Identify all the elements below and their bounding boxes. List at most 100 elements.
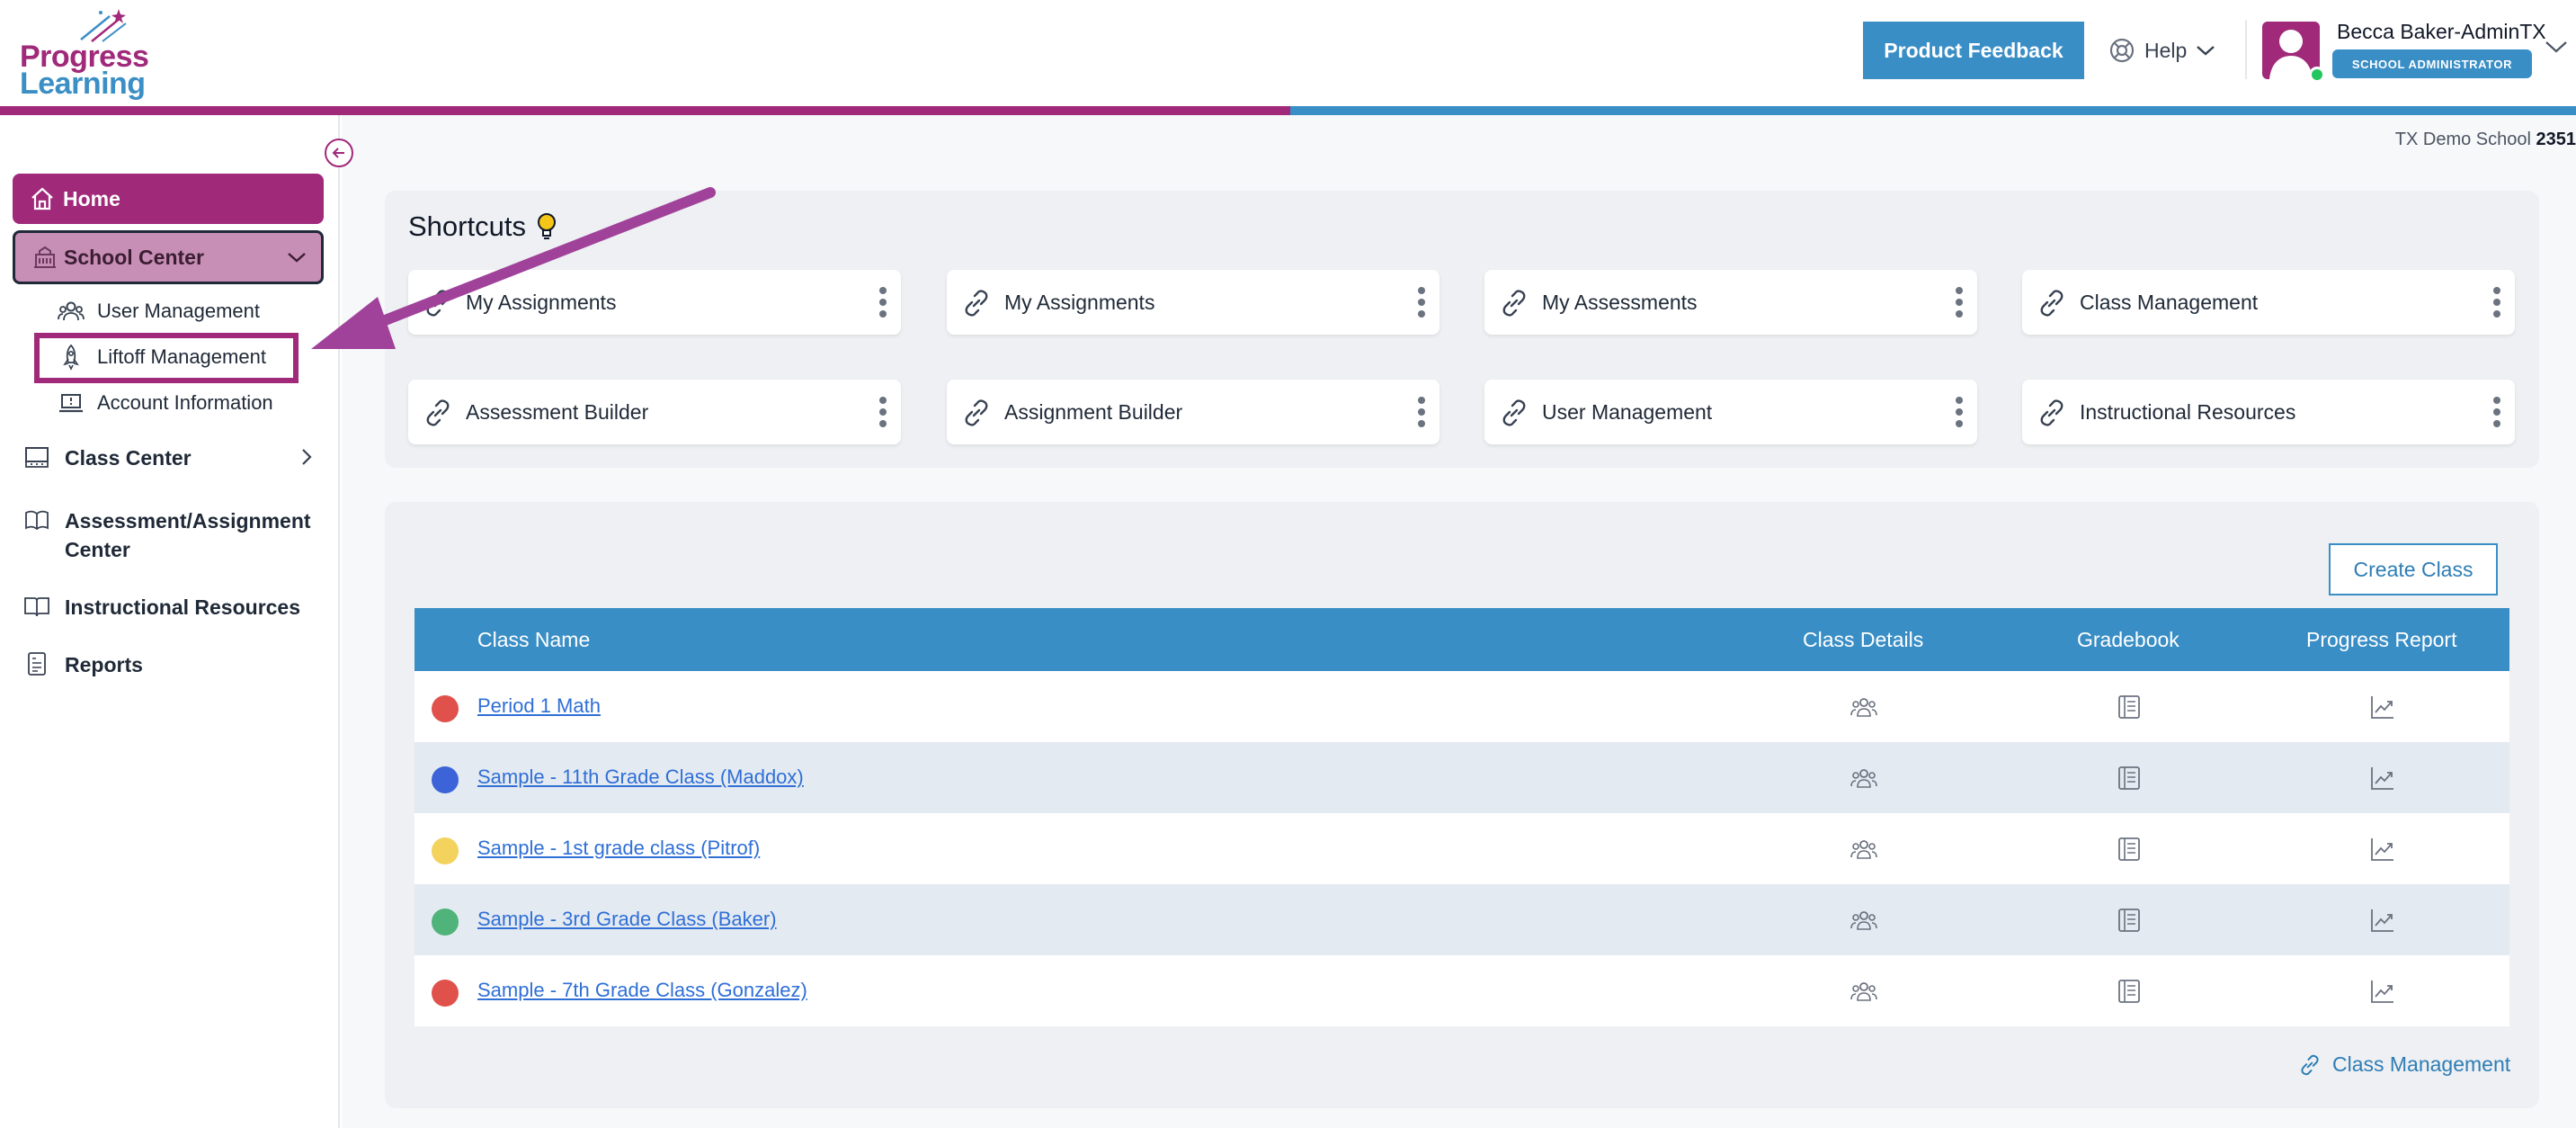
class-name-link[interactable]: Sample - 7th Grade Class (Gonzalez) (477, 979, 807, 1001)
sidebar-item-label: Instructional Resources (65, 595, 301, 619)
chart-icon[interactable] (2368, 835, 2397, 864)
user-avatar-icon (2269, 30, 2313, 79)
sidebar-item-label: Reports (65, 653, 143, 676)
sidebar-subitem-account-information[interactable]: Account Information (58, 385, 273, 421)
sidebar-subitem-label: User Management (97, 300, 260, 322)
class-details-icon[interactable] (1850, 977, 1878, 1006)
book-icon (25, 510, 49, 531)
user-menu-chevron-icon[interactable] (2545, 40, 2568, 54)
gradebook-icon[interactable] (2115, 977, 2144, 1006)
shortcut-label: Assignment Builder (1004, 399, 1183, 424)
home-icon (31, 187, 53, 210)
progress-learning-logo[interactable]: Progress Learning (20, 7, 155, 101)
kebab-icon[interactable] (878, 396, 888, 428)
class-name-link[interactable]: Sample - 3rd Grade Class (Baker) (477, 908, 777, 930)
header-divider (2245, 20, 2247, 79)
table-row: Sample - 1st grade class (Pitrof) (414, 813, 2509, 884)
lightbulb-icon[interactable] (535, 211, 558, 242)
link-icon (2040, 399, 2063, 426)
kebab-icon[interactable] (878, 286, 888, 318)
class-color-dot (432, 909, 459, 936)
class-management-link[interactable]: Class Management (2298, 1052, 2510, 1077)
school-code: 2351 (2536, 130, 2576, 149)
shortcut-card[interactable]: My Assessments (1484, 270, 1977, 335)
help-label: Help (2144, 38, 2188, 62)
shortcut-card[interactable]: My Assignments (408, 270, 901, 335)
logo-text-learning: Learning (20, 67, 146, 101)
sidebar-subitem-user-management[interactable]: User Management (58, 293, 260, 329)
brand-bar-primary (0, 106, 1290, 115)
create-class-button[interactable]: Create Class (2329, 543, 2498, 595)
class-management-link-label: Class Management (2332, 1052, 2511, 1076)
kebab-icon[interactable] (2491, 286, 2502, 318)
sidebar-item-home[interactable]: Home (13, 174, 324, 224)
logo-text-progress: Progress (20, 40, 149, 74)
gradebook-icon[interactable] (2115, 906, 2144, 935)
shortcut-label: My Assignments (466, 290, 617, 314)
shortcut-label: Instructional Resources (2080, 399, 2296, 424)
collapse-sidebar-button[interactable] (325, 139, 353, 167)
sidebar-item-assessment-assignment-center[interactable]: Assessment/Assignment Center (23, 506, 311, 564)
column-header-progress-report: Progress Report (2306, 628, 2457, 651)
link-icon (1502, 399, 1526, 426)
sidebar-item-label-line2: Center (65, 538, 130, 561)
brand-bar-accent (1290, 106, 2576, 115)
laptop-icon (59, 394, 83, 413)
link-icon (965, 399, 988, 426)
help-menu[interactable]: Help (2108, 32, 2215, 68)
classes-table: Class Name Class Details Gradebook Progr… (414, 608, 2509, 1026)
class-details-icon[interactable] (1850, 906, 1878, 935)
shortcut-card[interactable]: Assessment Builder (408, 380, 901, 444)
lifebuoy-icon (2109, 38, 2135, 63)
kebab-icon[interactable] (1954, 396, 1965, 428)
sidebar-item-instructional-resources[interactable]: Instructional Resources (23, 593, 300, 622)
sidebar-item-class-center[interactable]: Class Center (23, 443, 312, 472)
chart-icon[interactable] (2368, 764, 2397, 792)
kebab-icon[interactable] (2491, 396, 2502, 428)
kebab-icon[interactable] (1416, 286, 1427, 318)
column-header-class-name[interactable]: Class Name (477, 628, 591, 651)
table-row: Sample - 7th Grade Class (Gonzalez) (414, 955, 2509, 1026)
link-icon (1502, 290, 1526, 317)
table-row: Period 1 Math (414, 671, 2509, 742)
shortcut-card[interactable]: My Assignments (947, 270, 1440, 335)
table-row: Sample - 11th Grade Class (Maddox) (414, 742, 2509, 813)
class-color-dot (432, 837, 459, 864)
shortcut-label: Class Management (2080, 290, 2259, 314)
chart-icon[interactable] (2368, 693, 2397, 721)
chart-icon[interactable] (2368, 906, 2397, 935)
product-feedback-button[interactable]: Product Feedback (1863, 22, 2084, 79)
chevron-down-icon (2197, 46, 2215, 56)
kebab-icon[interactable] (1416, 396, 1427, 428)
role-badge: SCHOOL ADMINISTRATOR (2332, 49, 2532, 78)
sidebar-subitem-liftoff-management[interactable]: Liftoff Management (58, 339, 266, 375)
shortcut-card[interactable]: Assignment Builder (947, 380, 1440, 444)
shortcut-label: My Assignments (1004, 290, 1155, 314)
sidebar-item-reports[interactable]: Reports (23, 650, 143, 679)
chevron-right-icon (302, 449, 312, 465)
sidebar-item-school-center[interactable]: School Center (13, 230, 324, 284)
gradebook-icon[interactable] (2115, 693, 2144, 721)
rocket-icon (63, 344, 79, 371)
shortcut-card[interactable]: User Management (1484, 380, 1977, 444)
sidebar-item-label: Class Center (65, 446, 192, 470)
class-name-link[interactable]: Sample - 11th Grade Class (Maddox) (477, 765, 804, 788)
shortcuts-title: Shortcuts (408, 210, 558, 243)
gradebook-icon[interactable] (2115, 835, 2144, 864)
shortcut-label: My Assessments (1542, 290, 1698, 314)
link-icon (426, 399, 450, 426)
school-indicator: TX Demo School 2351 (2395, 130, 2576, 150)
gradebook-icon[interactable] (2115, 764, 2144, 792)
class-details-icon[interactable] (1850, 693, 1878, 721)
class-details-icon[interactable] (1850, 764, 1878, 792)
shortcut-card[interactable]: Class Management (2022, 270, 2515, 335)
chart-icon[interactable] (2368, 977, 2397, 1006)
link-icon (426, 290, 450, 317)
kebab-icon[interactable] (1954, 286, 1965, 318)
class-name-link[interactable]: Sample - 1st grade class (Pitrof) (477, 837, 761, 859)
table-header: Class Name Class Details Gradebook Progr… (414, 608, 2509, 671)
school-name: TX Demo School (2394, 130, 2531, 149)
class-details-icon[interactable] (1850, 835, 1878, 864)
shortcut-card[interactable]: Instructional Resources (2022, 380, 2515, 444)
class-name-link[interactable]: Period 1 Math (477, 694, 601, 717)
